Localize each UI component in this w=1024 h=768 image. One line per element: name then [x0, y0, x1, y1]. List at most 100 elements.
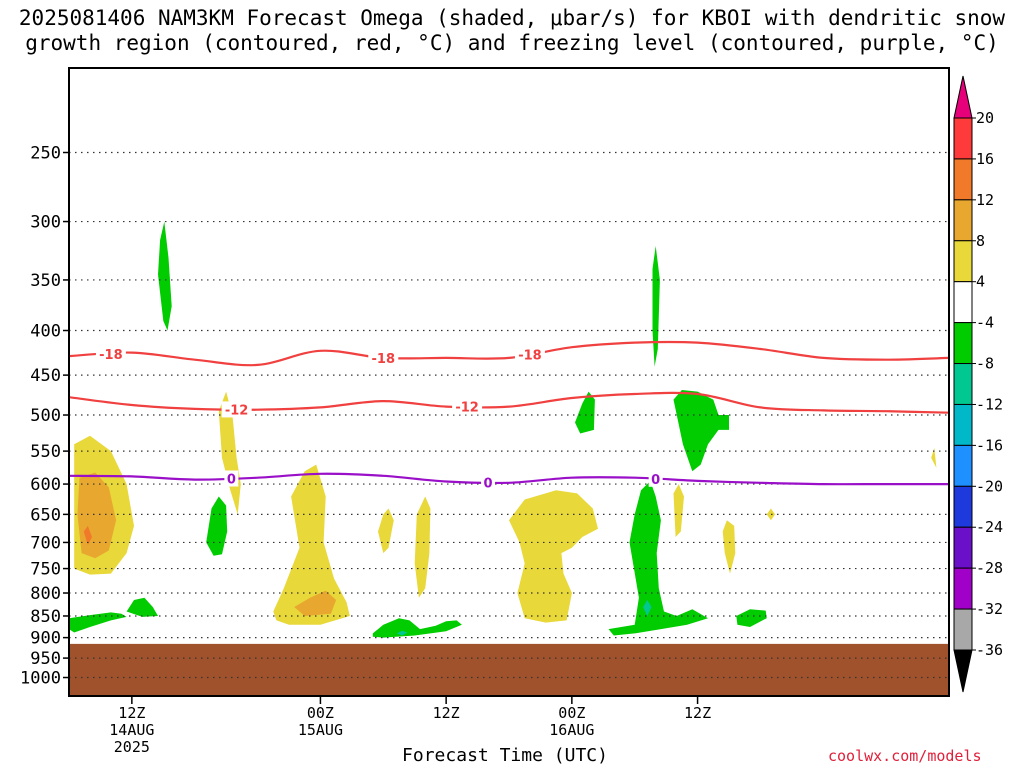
colorbar-tick-label: -32	[976, 600, 1003, 618]
colorbar-band	[953, 363, 973, 405]
omega-region	[722, 520, 736, 574]
colorbar-band	[953, 281, 973, 324]
omega-region	[509, 490, 598, 623]
omega-region	[396, 630, 408, 636]
y-tick-label: 750	[30, 560, 61, 580]
omega-region	[643, 600, 652, 616]
x-tick-label: 00Z	[558, 704, 585, 722]
contour-label: -12	[225, 403, 249, 418]
colorbar-tick-label: 8	[976, 232, 985, 250]
contour-label-bg	[221, 401, 252, 418]
x-tick-label: 16AUG	[549, 721, 594, 739]
omega-region	[652, 246, 660, 367]
y-tick-label: 800	[30, 584, 61, 604]
contour-line-0	[69, 472, 949, 486]
colorbar-tick-label: -28	[976, 559, 1003, 577]
contour-label: 0	[484, 476, 493, 491]
y-tick-label: 1000	[20, 669, 61, 689]
colorbar-tick-label: 16	[976, 150, 994, 168]
contour-label-bg	[514, 346, 545, 363]
omega-region	[575, 391, 595, 434]
omega-region	[83, 525, 92, 546]
y-tick-label: 700	[30, 533, 61, 553]
title-line-1: 2025081406 NAM3KM Forecast Omega (shaded…	[18, 6, 1006, 30]
y-tick-label: 650	[30, 505, 61, 525]
colorbar-tick-label: -8	[976, 355, 994, 373]
y-tick-label: 300	[30, 213, 61, 233]
y-axis: 2503003504004505005506006507007508008509…	[20, 144, 69, 689]
contour-label: -18	[99, 348, 123, 363]
y-tick-label: 350	[30, 271, 61, 291]
colorbar-tick-label: -36	[976, 641, 1003, 659]
omega-region	[206, 496, 228, 556]
colorbar-top-arrow	[953, 75, 973, 119]
omega-region	[673, 484, 684, 537]
terrain-rect	[69, 643, 949, 696]
x-tick-label: 12Z	[118, 704, 145, 722]
colorbar-band	[953, 403, 973, 446]
colorbar-band	[953, 240, 973, 283]
x-tick-label: 00Z	[307, 704, 334, 722]
title-line-2: growth region (contoured, red, °C) and f…	[25, 31, 999, 55]
omega-region	[608, 480, 708, 636]
contour-label-bg	[95, 345, 126, 362]
colorbar: 20 16 12 8 4 -4 -8 -12 -16 -20 -24 -28 -32 -36	[953, 75, 1003, 693]
contour-label: 0	[227, 473, 236, 488]
contour-label-bg	[368, 349, 399, 366]
x-tick-label: 14AUG	[109, 721, 154, 739]
omega-region	[273, 464, 350, 625]
colorbar-tick-label: -16	[976, 436, 1003, 454]
contour-lines: -18 -18 -18 -12 -12 0 0 0	[69, 340, 949, 491]
y-tick-label: 400	[30, 322, 61, 342]
colorbar-tick-label: 20	[976, 109, 994, 127]
omega-region	[414, 496, 431, 598]
contour-label-bg	[481, 474, 496, 491]
contour-label-bg	[224, 470, 239, 487]
y-tick-label: 950	[30, 649, 61, 669]
contour-label: -18	[518, 348, 542, 363]
y-tick-label: 600	[30, 475, 61, 495]
x-axis-label: Forecast Time (UTC)	[402, 745, 608, 766]
colorbar-band	[953, 158, 973, 201]
omega-region	[931, 447, 937, 468]
omega-region	[372, 618, 462, 638]
terrain-fill	[69, 643, 949, 696]
colorbar-band	[953, 117, 973, 160]
omega-region	[766, 508, 776, 521]
colorbar-tick-label: 12	[976, 191, 994, 209]
colorbar-band	[953, 322, 973, 365]
chart-title: 2025081406 NAM3KM Forecast Omega (shaded…	[0, 6, 1024, 56]
colorbar-tick-label: -4	[976, 314, 994, 332]
colorbar-band	[953, 485, 973, 528]
contour-label-bg	[648, 470, 663, 487]
x-tick-label: 12Z	[684, 704, 711, 722]
credit-text: coolwx.com/models	[828, 747, 982, 765]
y-tick-label: 450	[30, 366, 61, 386]
omega-region	[69, 612, 127, 633]
contour-label: -12	[455, 401, 479, 416]
contour-label-bg	[452, 398, 483, 415]
y-tick-label: 500	[30, 406, 61, 426]
colorbar-band	[953, 444, 973, 487]
y-tick-label: 250	[30, 144, 61, 164]
omega-region	[294, 590, 337, 616]
colorbar-tick-label: 4	[976, 273, 985, 291]
x-tick-label: 2025	[114, 738, 150, 756]
colorbar-band	[953, 608, 973, 651]
colorbar-band	[953, 526, 973, 569]
omega-region	[158, 221, 172, 331]
contour-line-m12	[69, 391, 949, 414]
y-tick-label: 850	[30, 607, 61, 627]
plot-frame	[68, 67, 950, 697]
contour-label: 0	[651, 473, 660, 488]
x-tick-label: 15AUG	[298, 721, 343, 739]
x-tick-label: 12Z	[433, 704, 460, 722]
y-tick-label: 900	[30, 629, 61, 649]
colorbar-bottom-arrow	[953, 649, 973, 693]
colorbar-tick-label: -12	[976, 395, 1003, 413]
plot-background	[69, 68, 949, 696]
colorbar-tick-label: -20	[976, 477, 1003, 495]
contour-line-m18	[69, 340, 949, 367]
